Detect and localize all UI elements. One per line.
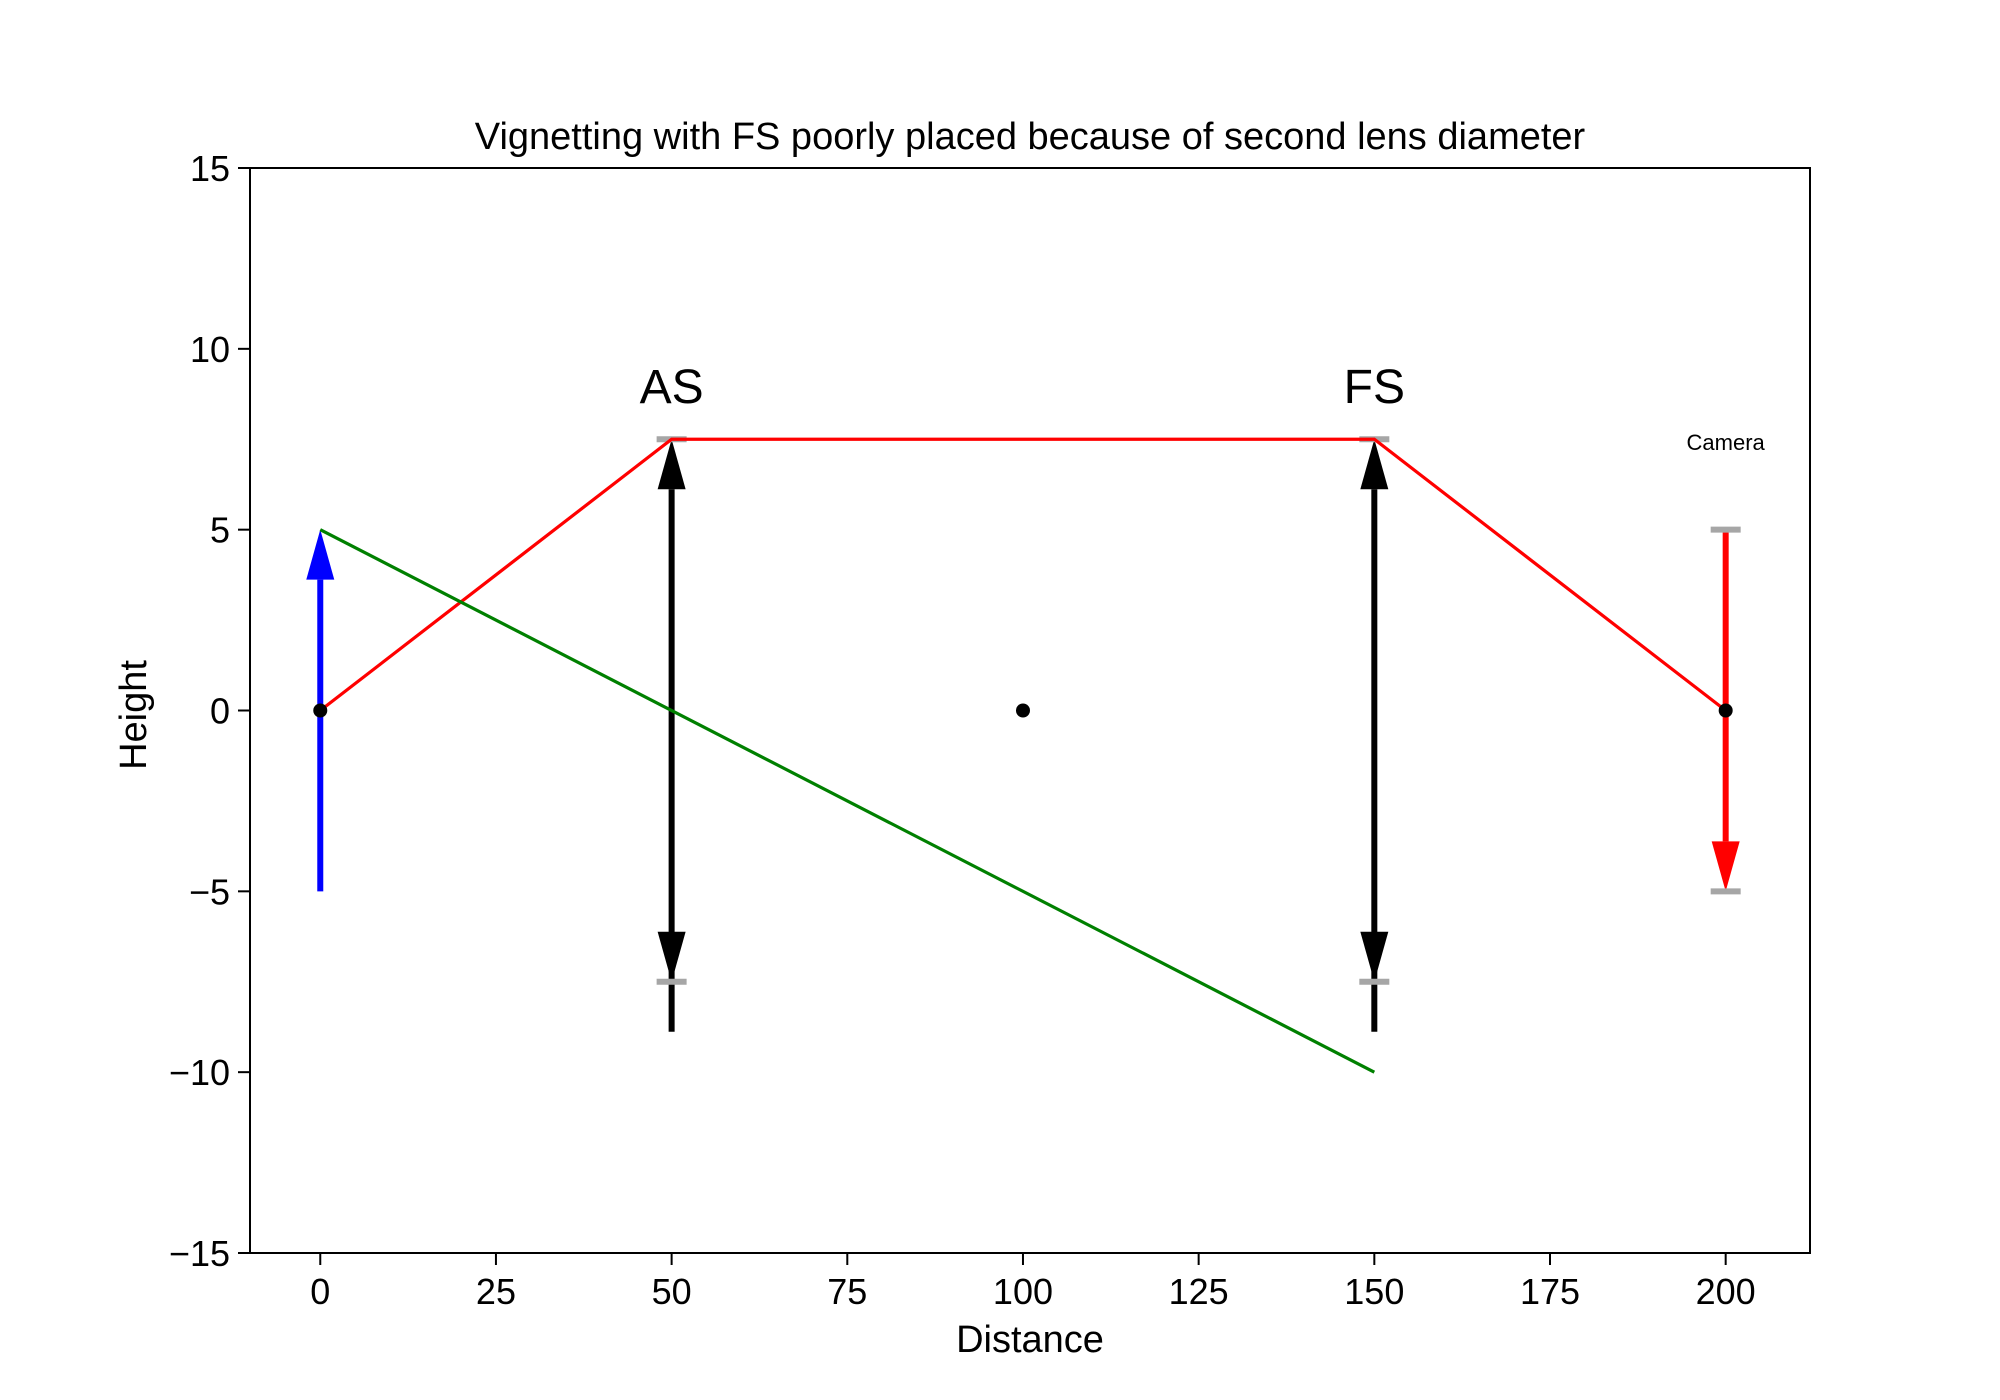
- x-axis: 0 25 50 75 100 125 150 175 200: [310, 1253, 1756, 1312]
- y-tick-label: −15: [169, 1233, 230, 1274]
- y-axis: −15 −10 −5 0 5 10 15: [169, 148, 250, 1274]
- y-tick-label: 5: [210, 510, 230, 551]
- y-tick-label: 10: [190, 329, 230, 370]
- as-lens-arrow: [657, 439, 686, 1032]
- x-tick-label: 200: [1696, 1271, 1756, 1312]
- x-tick-label: 100: [993, 1271, 1053, 1312]
- fs-lens-arrow: [1360, 439, 1389, 1032]
- x-tick-label: 125: [1169, 1271, 1229, 1312]
- x-tick-label: 0: [310, 1271, 330, 1312]
- x-axis-label: Distance: [956, 1319, 1104, 1361]
- annotation-fs: FS: [1344, 361, 1405, 414]
- y-tick-label: −10: [169, 1052, 230, 1093]
- image-arrow: [1711, 529, 1740, 892]
- x-tick-label: 150: [1344, 1271, 1404, 1312]
- x-tick-label: 75: [827, 1271, 867, 1312]
- image-arrow-head: [1711, 841, 1740, 892]
- x-tick-label: 25: [476, 1271, 516, 1312]
- object-arrow-head: [306, 529, 335, 580]
- chart-title: Vignetting with FS poorly placed because…: [475, 116, 1586, 158]
- annotation-as: AS: [640, 361, 704, 414]
- chief-ray: [319, 528, 1376, 1074]
- as-lens-arrow-tail-head: [657, 931, 686, 982]
- y-tick-label: 15: [190, 148, 230, 189]
- plot-frame: [249, 167, 1811, 1254]
- focal-point: [1718, 703, 1733, 718]
- y-tick-label: −5: [189, 871, 230, 912]
- marginal-ray: [319, 437, 1727, 712]
- y-axis-label: Height: [113, 660, 155, 770]
- annotation-camera: Camera: [1687, 430, 1766, 455]
- y-tick-label: 0: [210, 691, 230, 732]
- x-tick-label: 175: [1520, 1271, 1580, 1312]
- focal-point: [1015, 703, 1030, 718]
- fs-lens-arrow-tail-head: [1360, 931, 1389, 982]
- fs-lens-arrow-head: [1360, 439, 1389, 490]
- object-arrow: [306, 529, 335, 892]
- x-tick-label: 50: [652, 1271, 692, 1312]
- as-lens-arrow-head: [657, 439, 686, 490]
- focal-point: [313, 703, 328, 718]
